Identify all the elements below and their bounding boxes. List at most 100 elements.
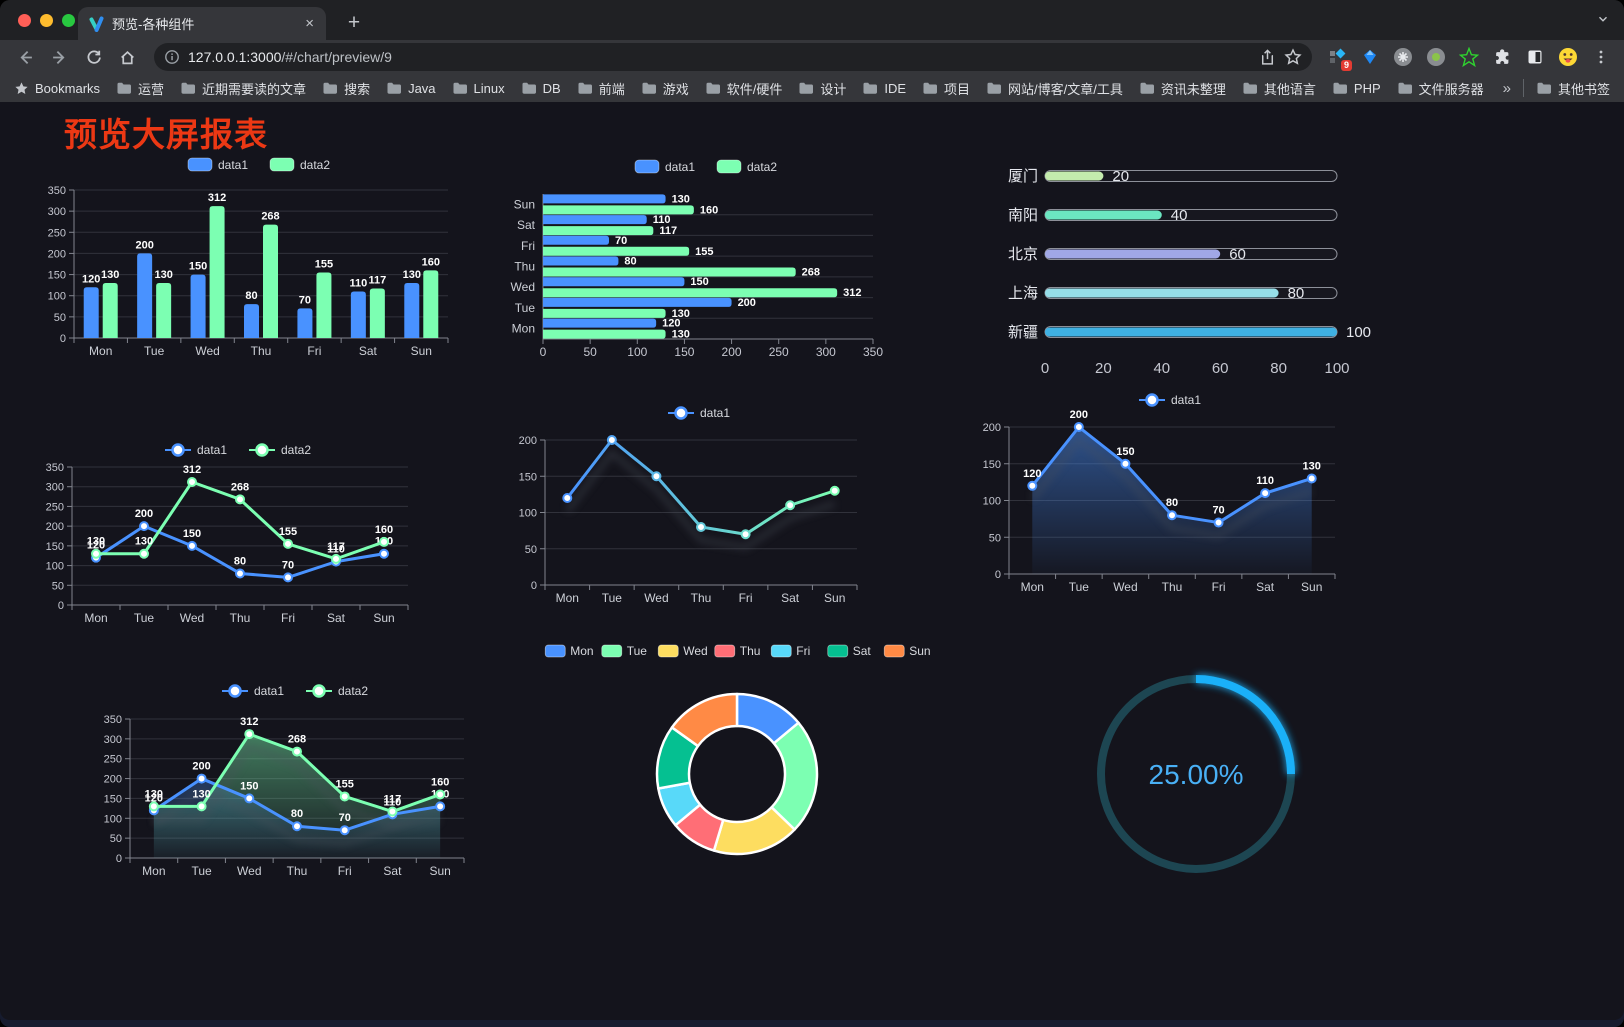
svg-text:data1: data1 [218, 158, 248, 172]
ext-green-dot-circle-icon[interactable] [1423, 44, 1449, 70]
bookmark-folder[interactable]: 近期需要读的文章 [180, 79, 306, 98]
svg-text:Fri: Fri [338, 864, 352, 878]
svg-text:110: 110 [653, 214, 671, 226]
chart-canvas: data1 data2 0 50 100 150 200 250 300 350 Mon Tue Wed… [48, 157, 449, 358]
traffic-light-minimize[interactable] [40, 14, 53, 27]
bookmark-folder[interactable]: 文件服务器 [1397, 79, 1484, 98]
ext-gem-icon[interactable] [1357, 44, 1383, 70]
svg-text:Wed: Wed [195, 344, 219, 358]
svg-text:155: 155 [336, 778, 354, 790]
chart-gradient-line[interactable]: data1 0 50 100 150 200 Mon Tue Wed Thu Fri Sat Sun [503, 396, 893, 612]
chart-two-area-lines[interactable]: data1 data2 0 50 100 150 200 250 300 350 Mon Tue Wed… [98, 674, 480, 892]
folder-icon [1398, 82, 1412, 94]
svg-text:Sun: Sun [824, 591, 845, 605]
tab-close-icon[interactable]: × [305, 15, 314, 32]
svg-text:Sun: Sun [909, 644, 930, 658]
bookmark-folder[interactable]: 设计 [798, 79, 846, 98]
site-info-icon[interactable] [164, 49, 180, 65]
bookmark-folder[interactable]: PHP [1332, 80, 1381, 96]
chart-canvas: data1 data2 0 50 100 150 200 250 300 350 Sun 130 160… [511, 159, 883, 359]
bookmark-folder[interactable]: 项目 [922, 79, 970, 98]
chart-canvas: 厦门 20 南阳 40 北京 60 上海 80 新疆 100 0 20 40 60 80 100 [1008, 168, 1371, 377]
svg-text:Fri: Fri [281, 611, 295, 625]
other-bookmarks[interactable]: 其他书签 [1536, 79, 1610, 98]
ext-pixel-art-icon[interactable]: 9 [1324, 44, 1352, 71]
browser-tab[interactable]: 预览-各种组件 × [78, 7, 326, 40]
extensions-puzzle-icon[interactable] [1489, 44, 1515, 70]
ext-contrast-square-icon[interactable] [1522, 44, 1548, 70]
svg-text:117: 117 [327, 541, 345, 553]
svg-text:data1: data1 [1171, 393, 1201, 407]
chart-donut[interactable]: Mon Tue Wed Thu Fri Sat Sun [544, 635, 935, 895]
address-bar[interactable]: 127.0.0.1:3000/#/chart/preview/9 [154, 43, 1312, 71]
forward-button[interactable] [44, 43, 74, 71]
bookmark-manager[interactable]: Bookmarks [14, 81, 100, 96]
svg-text:130: 130 [192, 788, 210, 800]
svg-text:268: 268 [261, 211, 279, 223]
svg-text:150: 150 [519, 471, 537, 483]
ext-command-circle-icon[interactable] [1390, 44, 1416, 70]
bookmarks-overflow-chevron[interactable]: » [1502, 79, 1511, 97]
svg-text:100: 100 [1346, 324, 1371, 341]
chart-grouped-bar[interactable]: data1 data2 0 50 100 150 200 250 300 350 Mon Tue Wed… [38, 150, 458, 380]
bookmark-folder[interactable]: 游戏 [641, 79, 689, 98]
svg-text:120: 120 [662, 318, 680, 330]
svg-text:130: 130 [672, 193, 690, 205]
chart-two-lines[interactable]: data1 data2 0 50 100 150 200 250 300 350 Mon Tue Wed… [38, 422, 458, 640]
svg-text:Sun: Sun [373, 611, 394, 625]
bookmark-folder[interactable]: DB [521, 80, 561, 96]
chart-canvas: data1 0 50 100 150 200 Mon Tue Wed Thu Fri Sat Sun [519, 406, 858, 605]
chart-progress-bars[interactable]: 厦门 20 南阳 40 北京 60 上海 80 新疆 100 0 20 40 60 80 100 [990, 152, 1371, 392]
svg-text:110: 110 [349, 277, 367, 289]
svg-text:0: 0 [1041, 360, 1049, 377]
svg-text:data2: data2 [281, 443, 311, 457]
chart-horizontal-bar[interactable]: data1 data2 0 50 100 150 200 250 300 350 Sun 130 160… [503, 152, 895, 367]
bookmark-folder[interactable]: IDE [862, 80, 906, 96]
bookmark-star-icon[interactable] [1284, 48, 1302, 66]
folder-icon [387, 82, 402, 94]
share-icon[interactable] [1259, 48, 1276, 66]
bookmark-folder[interactable]: 前端 [577, 79, 625, 98]
svg-text:Thu: Thu [251, 344, 272, 358]
bookmark-folder[interactable]: Java [386, 80, 436, 96]
bookmark-folder[interactable]: Linux [452, 80, 505, 96]
bookmark-folder[interactable]: 资讯未整理 [1139, 79, 1226, 98]
svg-text:80: 80 [291, 808, 303, 820]
svg-text:Thu: Thu [1162, 580, 1183, 594]
svg-text:Wed: Wed [237, 864, 261, 878]
svg-text:Fri: Fri [521, 239, 535, 253]
folder-icon [181, 82, 196, 94]
browser-toolbar: 127.0.0.1:3000/#/chart/preview/9 9 [0, 40, 1624, 74]
svg-text:Tue: Tue [191, 864, 212, 878]
bookmark-folder[interactable]: 软件/硬件 [705, 79, 782, 98]
ext-green-star-icon[interactable] [1456, 44, 1482, 70]
folder-icon [578, 82, 592, 94]
traffic-light-close[interactable] [18, 14, 31, 27]
chart-area-line[interactable]: data1 0 50 100 150 200 Mon Tue Wed Thu Fri Sat Sun 12… [983, 390, 1355, 600]
chart-canvas: 25.00% [1097, 674, 1296, 873]
bookmark-folder[interactable]: 网站/博客/文章/工具 [986, 79, 1123, 98]
bookmark-folder[interactable]: 搜索 [322, 79, 370, 98]
traffic-light-zoom[interactable] [62, 14, 75, 27]
reload-button[interactable] [78, 43, 108, 71]
svg-text:268: 268 [802, 267, 820, 279]
ext-emoji-face-icon[interactable] [1555, 44, 1581, 70]
bookmark-folder[interactable]: 其他语言 [1242, 79, 1316, 98]
svg-text:130: 130 [154, 269, 172, 281]
svg-text:100: 100 [627, 345, 647, 359]
tab-strip: 预览-各种组件 × + [0, 0, 1624, 40]
tab-search-chevron-icon[interactable] [1596, 12, 1610, 31]
svg-text:Sat: Sat [1256, 580, 1275, 594]
svg-text:312: 312 [240, 716, 258, 728]
home-button[interactable] [112, 43, 142, 71]
svg-text:250: 250 [104, 754, 122, 766]
page-background: 预览大屏报表 data1 data2 0 50 100 150 200 250 300 350 Mo… [0, 102, 1624, 1027]
chart-gauge[interactable]: 25.00% [1056, 635, 1336, 915]
menu-kebab-icon[interactable] [1588, 44, 1614, 70]
svg-text:50: 50 [54, 312, 66, 324]
bookmark-folder[interactable]: 运营 [116, 79, 164, 98]
back-button[interactable] [10, 43, 40, 71]
svg-text:200: 200 [519, 435, 537, 447]
new-tab-button[interactable]: + [347, 11, 361, 34]
